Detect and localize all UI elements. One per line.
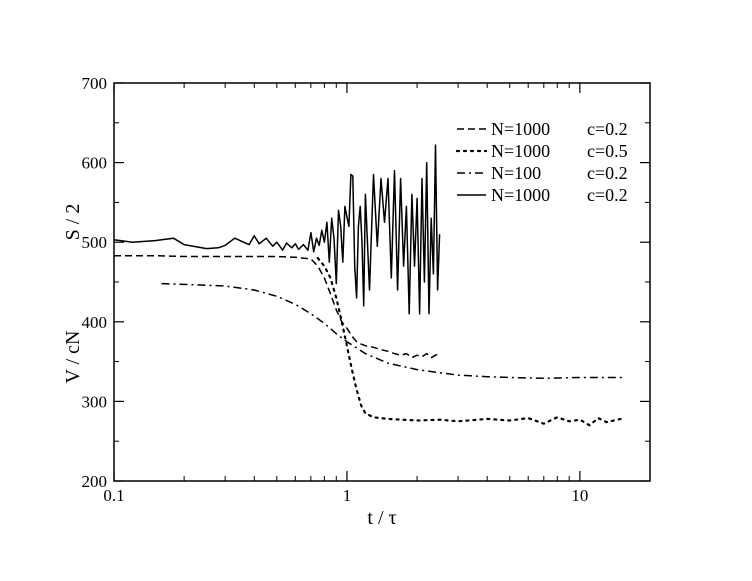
x-tick-label: 10 (571, 486, 588, 505)
legend-label-n: N=100 (491, 163, 541, 183)
y-tick-label: 600 (82, 154, 108, 173)
y-tick-label: 400 (82, 313, 108, 332)
series-line-dotted-1 (316, 257, 623, 427)
y-tick-label: 500 (82, 233, 108, 252)
x-tick-label: 0.1 (103, 486, 124, 505)
legend-label-n: N=1000 (491, 185, 550, 205)
tick-labels: 0.1 1 10 200 300 400 500 600 700 (82, 74, 589, 505)
x-tick-label: 1 (343, 486, 352, 505)
series-layer (113, 144, 625, 427)
legend-label-n: N=1000 (491, 119, 550, 139)
axis-ticks (113, 82, 650, 482)
legend: N=1000 c=0.2 N=1000 c=0.5 N=100 c=0.2 N=1000 c=… (455, 119, 628, 205)
series-line-solid-3 (113, 144, 441, 315)
y-tick-label: 200 (82, 472, 108, 491)
y-tick-label: 300 (82, 392, 108, 411)
x-axis-label: t / τ (367, 507, 396, 529)
series-line-dashdot-2 (161, 282, 625, 380)
y-axis-label-upper: S / 2 (62, 204, 84, 241)
legend-label-c: c=0.2 (587, 163, 628, 183)
legend-label-n: N=1000 (491, 141, 550, 161)
y-tick-label: 700 (82, 74, 108, 93)
series-line-dashed-0 (114, 254, 440, 359)
legend-label-c: c=0.2 (587, 119, 628, 139)
y-axis-label-lower: V / cN (62, 331, 84, 384)
legend-label-c: c=0.5 (587, 141, 628, 161)
legend-label-c: c=0.2 (587, 185, 628, 205)
